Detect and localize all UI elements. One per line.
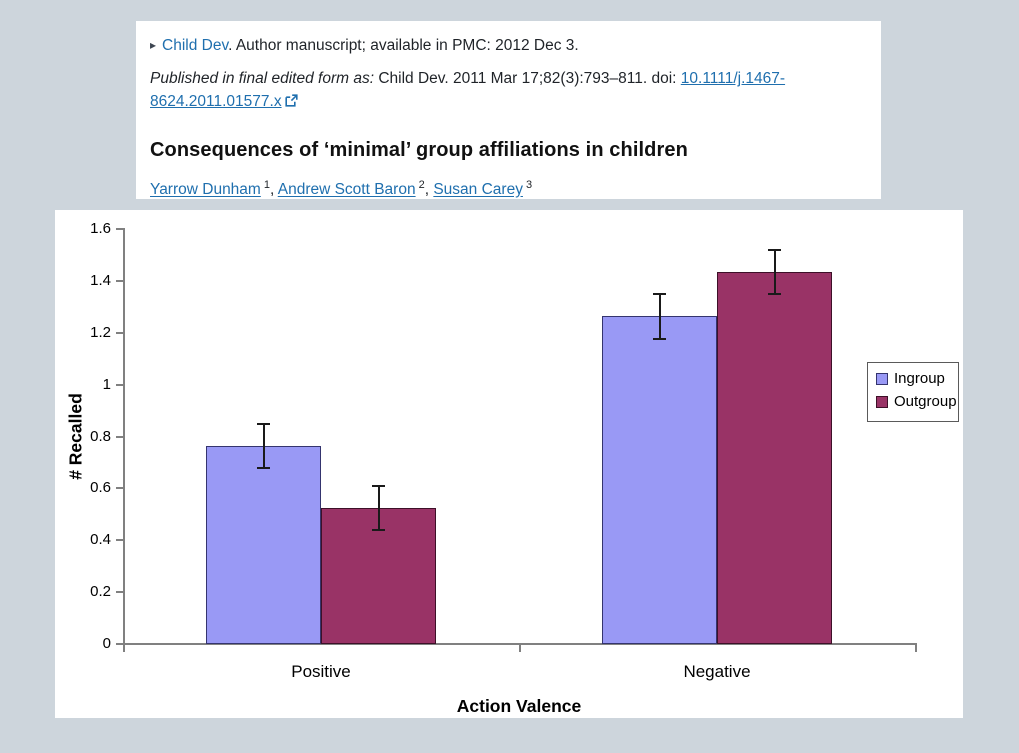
error-bar-cap-top: [768, 248, 781, 251]
authors-line: Yarrow Dunham 1, Andrew Scott Baron 2, Sus…: [150, 179, 861, 199]
y-tick-label: 0: [102, 635, 111, 652]
y-axis-title: # Recalled: [65, 392, 86, 480]
y-tick: [116, 383, 123, 386]
error-bar-cap-bottom: [768, 293, 781, 296]
y-tick-label: 1: [102, 375, 111, 393]
y-axis-line: [123, 228, 125, 645]
error-bar-line: [377, 484, 380, 532]
y-tick: [116, 435, 123, 438]
x-tick: [519, 643, 521, 652]
error-bar-cap-bottom: [372, 529, 385, 532]
published-citation: Child Dev. 2011 Mar 17;82(3):793–811. do…: [374, 70, 681, 88]
author-separator: ,: [269, 181, 278, 199]
doi-link[interactable]: 10.1111/j.1467-8624.2011.01577.x: [150, 70, 786, 110]
legend-item-ingroup: Ingroup: [876, 370, 950, 387]
author-affiliation-sup: 1: [263, 179, 270, 192]
x-tick: [123, 643, 125, 652]
y-tick-label: 0.6: [90, 479, 111, 497]
author-separator: ,: [424, 181, 434, 199]
error-bar-cap-bottom: [653, 337, 666, 340]
legend-label: Outgroup: [894, 393, 957, 410]
article-title: Consequences of ‘minimal’ group affiliat…: [150, 139, 688, 162]
author-link[interactable]: Yarrow Dunham: [150, 181, 261, 199]
bar-outgroup-negative: [717, 272, 832, 644]
x-tick: [915, 643, 917, 652]
error-bar-cap-bottom: [257, 467, 270, 470]
triangle-bullet-icon: ▸: [150, 38, 157, 52]
legend-swatch-ingroup-icon: [876, 372, 888, 385]
x-category-label: Positive: [291, 662, 351, 681]
error-bar-line: [262, 422, 265, 470]
y-tick-label: 0.4: [90, 531, 111, 549]
x-axis-title: Action Valence: [456, 696, 582, 716]
bar-ingroup-negative: [602, 316, 717, 644]
y-tick-label: 1.6: [90, 220, 111, 237]
author-link[interactable]: Andrew Scott Baron: [277, 181, 416, 199]
figure-bar-chart: 0 0.2 0.4 0.6 0.8 1 1.2 1.4 1.6 Positive Negative A…: [55, 210, 963, 718]
y-tick: [116, 539, 123, 542]
author-affiliation-sup: 2: [418, 179, 425, 192]
y-tick-label: 0.2: [90, 583, 111, 601]
y-tick: [116, 643, 123, 645]
bar-ingroup-positive: [206, 445, 321, 644]
published-line: Published in final edited form as: Child…: [150, 68, 861, 114]
manuscript-cite-line: ▸ Child Dev. Author manuscript; available…: [150, 35, 861, 57]
y-tick: [116, 591, 123, 594]
manuscript-availability-text: . Author manuscript; available in PMC: 2…: [228, 37, 579, 54]
legend-item-outgroup: Outgroup: [876, 393, 957, 410]
y-tick-label: 1.4: [90, 271, 111, 289]
journal-link[interactable]: Child Dev: [162, 37, 229, 54]
legend-swatch-outgroup-icon: [876, 395, 888, 408]
y-tick: [116, 228, 123, 230]
y-tick: [116, 487, 123, 490]
y-tick-label: 1.2: [90, 323, 111, 341]
error-bar-cap-top: [653, 292, 666, 295]
y-tick: [116, 279, 123, 282]
external-link-icon: [284, 92, 298, 114]
error-bar-line: [773, 248, 776, 296]
published-prefix: Published in final edited form as:: [150, 70, 375, 88]
article-header-card: ▸ Child Dev. Author manuscript; available…: [136, 21, 881, 199]
x-category-label: Negative: [683, 662, 751, 681]
error-bar-cap-top: [257, 422, 270, 425]
error-bar-line: [658, 292, 661, 340]
legend-label: Ingroup: [894, 370, 945, 387]
error-bar-cap-top: [372, 484, 385, 487]
author-link[interactable]: Susan Carey: [433, 181, 523, 199]
y-tick: [116, 331, 123, 334]
y-tick-label: 0.8: [90, 427, 111, 445]
chart-legend: Ingroup Outgroup: [867, 362, 959, 422]
author-affiliation-sup: 3: [525, 179, 533, 192]
